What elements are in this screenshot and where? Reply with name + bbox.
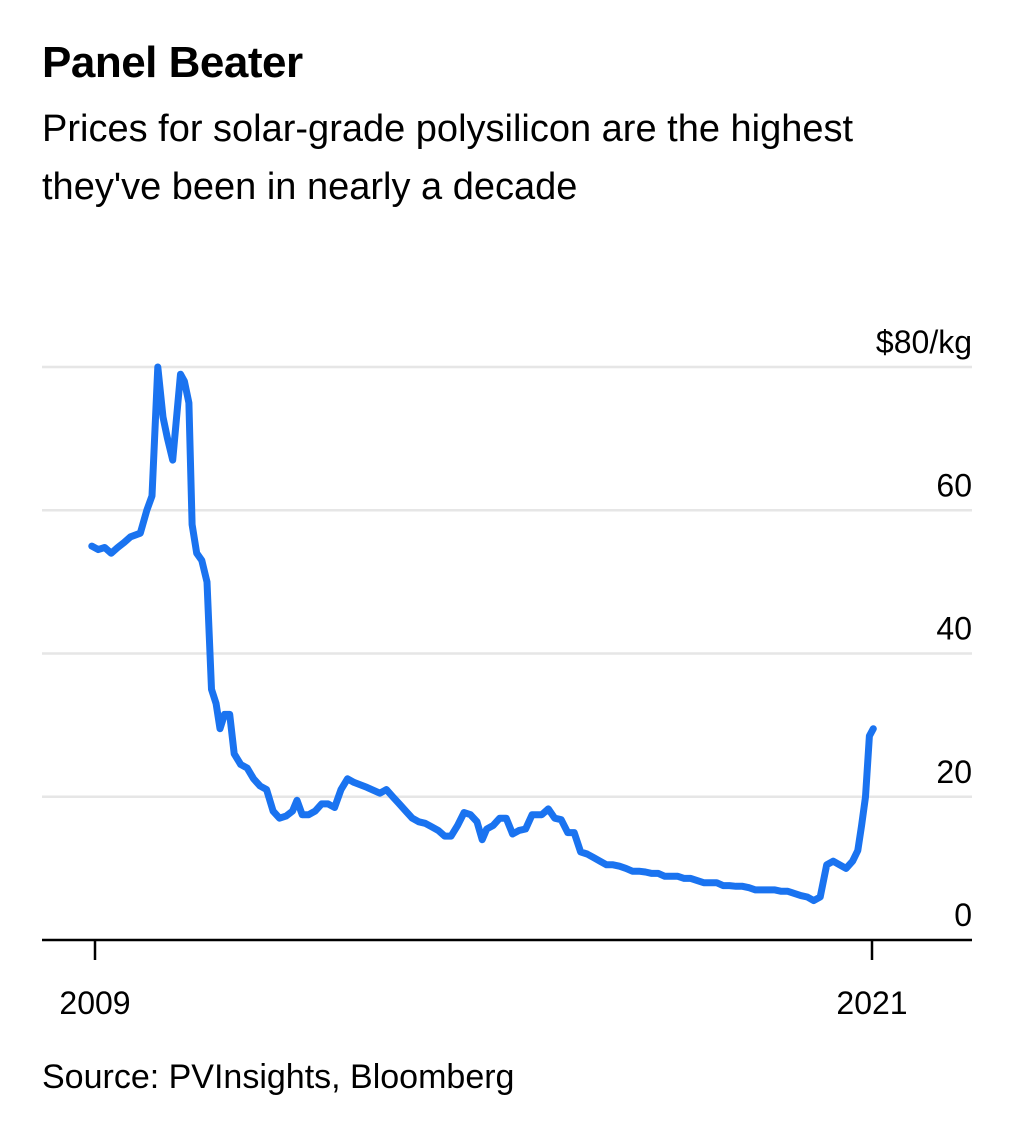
x-tick-label: 2009	[59, 985, 130, 1021]
chart-subtitle: Prices for solar-grade polysilicon are t…	[42, 108, 854, 208]
y-axis-ticks: $80/kg 60 40 20 0	[876, 324, 972, 933]
x-axis-ticks: 2009 2021	[59, 940, 908, 1021]
y-tick-label: $80/kg	[876, 324, 972, 360]
price-line	[88, 363, 877, 905]
source-note: Source: PVInsights, Bloomberg	[42, 1058, 515, 1096]
chart-title: Panel Beater	[42, 38, 303, 87]
y-tick-label: 0	[954, 897, 972, 933]
y-tick-label: 40	[936, 611, 972, 647]
x-tick-label: 2021	[836, 985, 907, 1021]
price-chart: $80/kg 60 40 20 0 2009 2021	[42, 324, 972, 1021]
y-tick-label: 60	[936, 467, 972, 503]
y-tick-label: 20	[936, 754, 972, 790]
gridlines	[42, 365, 972, 798]
